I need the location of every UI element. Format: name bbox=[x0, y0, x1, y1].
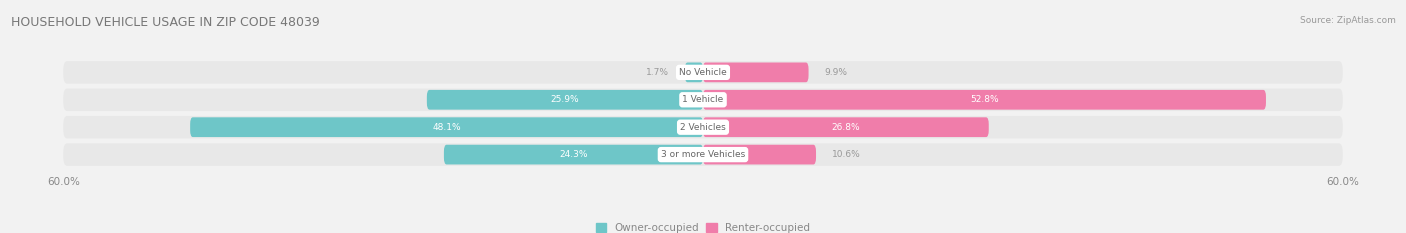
FancyBboxPatch shape bbox=[444, 145, 703, 164]
Text: 3 or more Vehicles: 3 or more Vehicles bbox=[661, 150, 745, 159]
Text: 24.3%: 24.3% bbox=[560, 150, 588, 159]
FancyBboxPatch shape bbox=[63, 143, 1343, 166]
FancyBboxPatch shape bbox=[427, 90, 703, 110]
FancyBboxPatch shape bbox=[63, 116, 1343, 138]
Text: No Vehicle: No Vehicle bbox=[679, 68, 727, 77]
FancyBboxPatch shape bbox=[63, 89, 1343, 111]
Text: 1 Vehicle: 1 Vehicle bbox=[682, 95, 724, 104]
FancyBboxPatch shape bbox=[703, 145, 815, 164]
Text: 26.8%: 26.8% bbox=[831, 123, 860, 132]
Text: 2 Vehicles: 2 Vehicles bbox=[681, 123, 725, 132]
FancyBboxPatch shape bbox=[703, 90, 1265, 110]
Legend: Owner-occupied, Renter-occupied: Owner-occupied, Renter-occupied bbox=[592, 219, 814, 233]
Text: HOUSEHOLD VEHICLE USAGE IN ZIP CODE 48039: HOUSEHOLD VEHICLE USAGE IN ZIP CODE 4803… bbox=[11, 16, 321, 29]
FancyBboxPatch shape bbox=[703, 62, 808, 82]
FancyBboxPatch shape bbox=[190, 117, 703, 137]
Text: 48.1%: 48.1% bbox=[432, 123, 461, 132]
Text: 10.6%: 10.6% bbox=[832, 150, 860, 159]
Text: 25.9%: 25.9% bbox=[551, 95, 579, 104]
Text: 1.7%: 1.7% bbox=[645, 68, 669, 77]
Text: Source: ZipAtlas.com: Source: ZipAtlas.com bbox=[1301, 16, 1396, 25]
FancyBboxPatch shape bbox=[703, 117, 988, 137]
FancyBboxPatch shape bbox=[685, 62, 703, 82]
FancyBboxPatch shape bbox=[63, 61, 1343, 84]
Text: 52.8%: 52.8% bbox=[970, 95, 998, 104]
Text: 9.9%: 9.9% bbox=[824, 68, 848, 77]
